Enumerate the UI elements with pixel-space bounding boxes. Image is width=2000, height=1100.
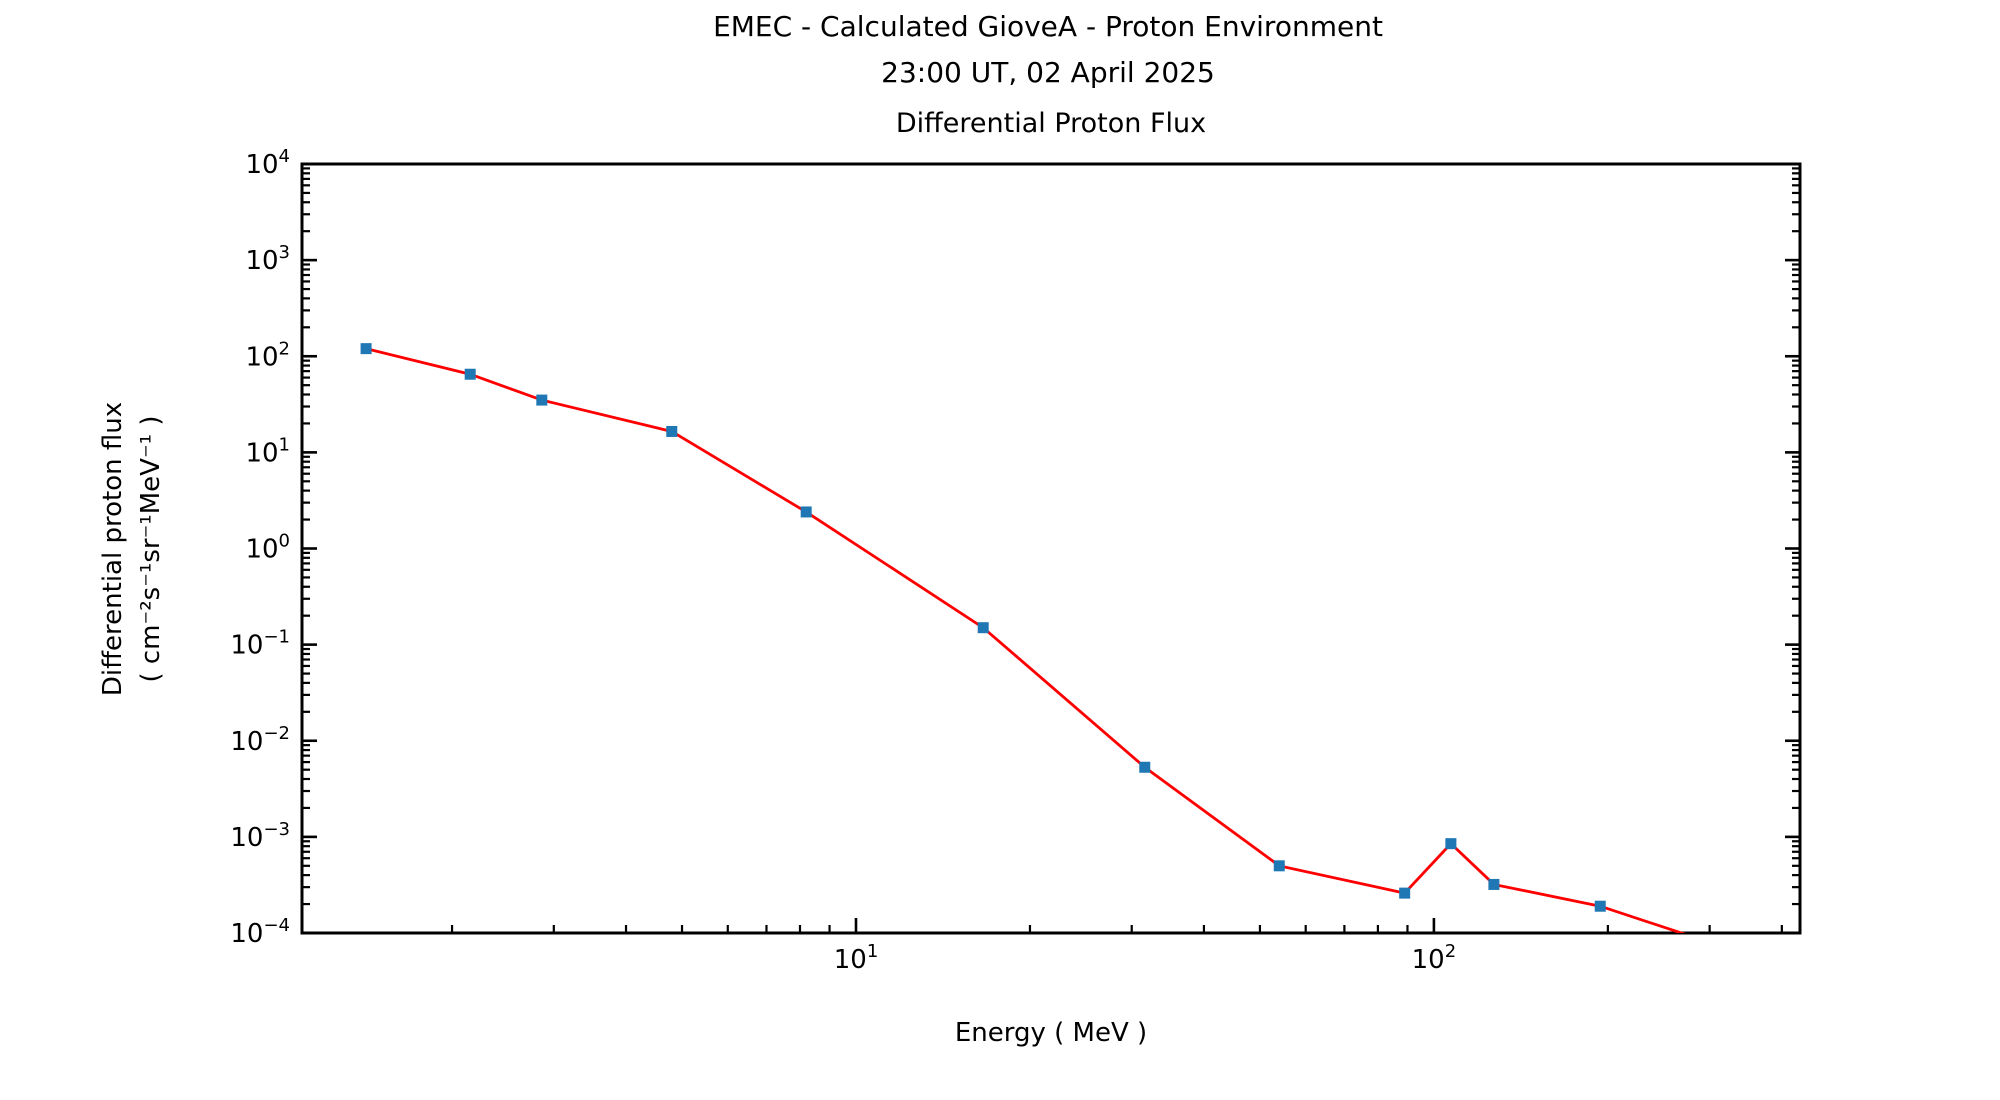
x-tick-label: 101	[834, 941, 879, 975]
y-tick-label: 103	[245, 242, 290, 276]
y-tick-label: 100	[245, 531, 290, 565]
y-tick-labels: 104 103 102 101 100 10−1 10−2 10−3 10−4	[230, 146, 290, 949]
data-point-marker	[800, 506, 812, 518]
x-tick-labels: 101 102	[834, 941, 1456, 975]
data-point-marker	[1445, 838, 1457, 850]
axes-title: Differential Proton Flux	[895, 108, 1207, 139]
y-axis-units-label: ( cm⁻²s⁻¹sr⁻¹MeV⁻¹ )	[136, 415, 166, 683]
data-point-marker	[1139, 761, 1151, 773]
y-tick-label: 10−4	[230, 915, 290, 949]
y-tick-label: 10−3	[230, 819, 290, 853]
data-point-marker	[1704, 937, 1715, 948]
x-tick-label: 102	[1412, 941, 1457, 975]
data-point-marker	[1594, 900, 1606, 912]
chart-title-line2: 23:00 UT, 02 April 2025	[881, 56, 1215, 89]
y-tick-label: 102	[245, 338, 290, 372]
y-tick-label: 10−2	[230, 723, 290, 757]
data-point-marker	[464, 368, 476, 380]
x-axis-label: Energy ( MeV )	[954, 1018, 1148, 1048]
data-point-marker	[1488, 878, 1500, 890]
y-axis-label: Differential proton flux	[98, 401, 128, 697]
y-tick-label: 101	[245, 434, 290, 468]
data-point-marker	[666, 425, 678, 437]
y-tick-label: 10−1	[230, 627, 290, 661]
series-markers	[360, 343, 1715, 948]
series-line	[365, 347, 1686, 933]
data-point-marker	[1273, 860, 1285, 872]
axis-ticks	[302, 162, 1800, 935]
data-point-marker	[536, 394, 548, 406]
data-point-marker	[977, 622, 989, 634]
chart-title-line1: EMEC - Calculated GioveA - Proton Enviro…	[713, 10, 1383, 43]
data-point-marker	[360, 343, 372, 355]
data-point-marker	[1399, 887, 1411, 899]
y-tick-label: 104	[245, 146, 290, 180]
plot-border	[300, 162, 1802, 935]
